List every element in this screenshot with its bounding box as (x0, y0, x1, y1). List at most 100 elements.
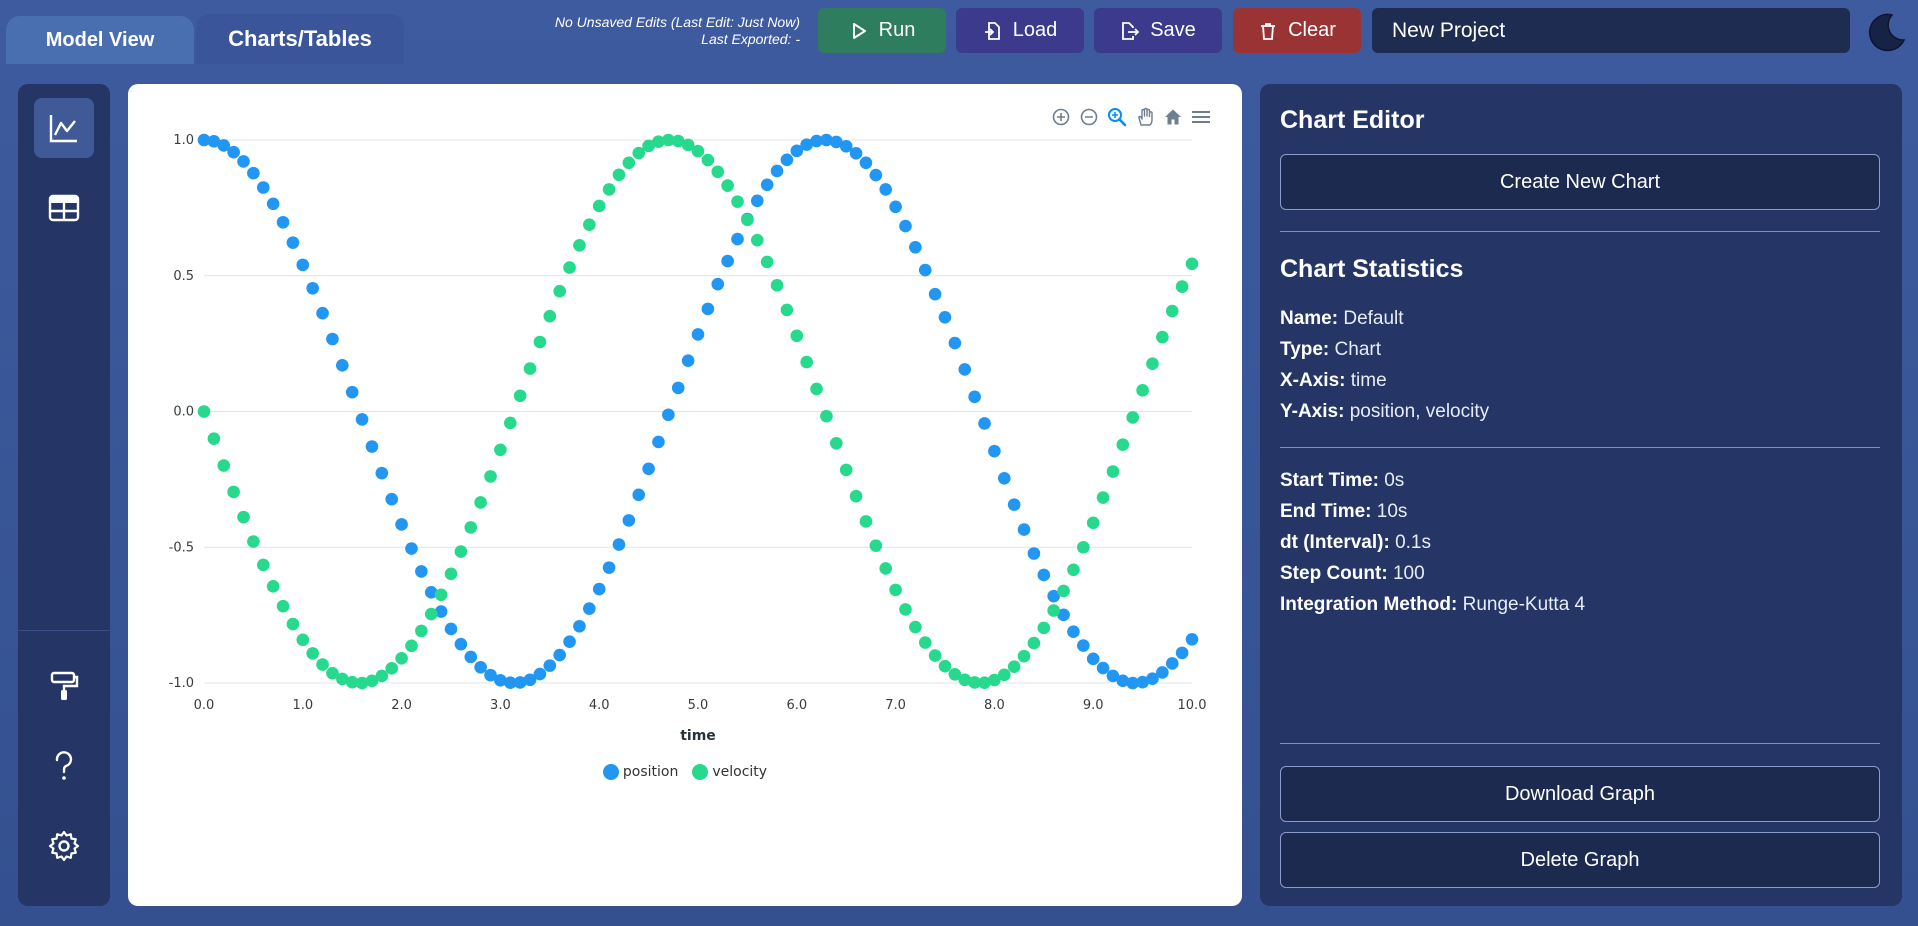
data-point-velocity[interactable] (1126, 411, 1140, 424)
data-point-position[interactable] (1116, 674, 1130, 688)
data-point-velocity[interactable] (681, 138, 695, 152)
save-button[interactable]: Save (1094, 8, 1222, 53)
data-point-velocity[interactable] (405, 639, 418, 653)
data-point-velocity[interactable] (345, 675, 359, 689)
data-point-velocity[interactable] (1165, 304, 1179, 318)
data-point-position[interactable] (1175, 646, 1189, 660)
data-point-position[interactable] (859, 156, 873, 170)
data-point-position[interactable] (760, 178, 774, 192)
data-point-position[interactable] (918, 263, 932, 277)
data-point-position[interactable] (839, 139, 853, 153)
data-point-position[interactable] (266, 197, 280, 211)
data-point-position[interactable] (207, 135, 221, 148)
data-point-velocity[interactable] (355, 676, 369, 690)
zoom-select-icon[interactable] (1106, 106, 1128, 128)
data-point-velocity[interactable] (1067, 563, 1080, 577)
data-point-velocity[interactable] (869, 539, 883, 552)
data-point-position[interactable] (701, 302, 715, 316)
data-point-velocity[interactable] (652, 135, 665, 148)
create-new-chart-button[interactable]: Create New Chart (1280, 154, 1880, 210)
data-point-position[interactable] (632, 488, 646, 502)
legend-item-velocity[interactable]: velocity (692, 764, 767, 780)
data-point-position[interactable] (583, 602, 596, 615)
data-point-position[interactable] (553, 648, 566, 662)
sidebar-item-settings[interactable] (34, 816, 94, 876)
sidebar-item-tables[interactable] (34, 178, 94, 238)
data-point-velocity[interactable] (494, 443, 507, 457)
delete-graph-button[interactable]: Delete Graph (1280, 832, 1880, 888)
data-point-position[interactable] (602, 561, 616, 574)
download-graph-button[interactable]: Download Graph (1280, 766, 1880, 822)
data-point-velocity[interactable] (513, 389, 527, 403)
data-point-position[interactable] (1057, 608, 1070, 622)
data-point-velocity[interactable] (503, 416, 517, 430)
data-point-velocity[interactable] (632, 146, 646, 160)
data-point-velocity[interactable] (958, 673, 972, 687)
data-point-position[interactable] (1106, 669, 1120, 683)
data-point-velocity[interactable] (938, 659, 952, 673)
data-point-position[interactable] (1027, 547, 1041, 560)
data-point-position[interactable] (750, 194, 764, 208)
data-point-velocity[interactable] (197, 405, 211, 418)
data-point-position[interactable] (543, 659, 557, 672)
data-point-position[interactable] (968, 390, 981, 404)
data-point-position[interactable] (1067, 625, 1080, 638)
sidebar-item-style[interactable] (34, 656, 94, 716)
data-point-velocity[interactable] (711, 165, 725, 179)
data-point-position[interactable] (533, 667, 547, 681)
tab-charts-tables[interactable]: Charts/Tables (196, 14, 404, 64)
data-point-position[interactable] (464, 650, 478, 664)
run-button[interactable]: Run (818, 8, 946, 53)
data-point-velocity[interactable] (1116, 438, 1130, 451)
data-point-velocity[interactable] (948, 668, 962, 681)
data-point-velocity[interactable] (464, 521, 478, 534)
moon-icon[interactable] (1864, 10, 1908, 54)
zoom-in-icon[interactable] (1050, 106, 1072, 128)
data-point-position[interactable] (286, 236, 300, 249)
zoom-out-icon[interactable] (1078, 106, 1100, 128)
data-point-position[interactable] (444, 622, 458, 636)
data-point-position[interactable] (345, 385, 359, 399)
data-point-velocity[interactable] (1156, 330, 1169, 344)
data-point-position[interactable] (958, 363, 972, 376)
data-point-velocity[interactable] (543, 309, 557, 323)
data-point-velocity[interactable] (1037, 621, 1051, 635)
data-point-velocity[interactable] (533, 335, 547, 349)
data-point-position[interactable] (474, 660, 487, 674)
data-point-position[interactable] (296, 258, 310, 272)
data-point-velocity[interactable] (1077, 540, 1090, 554)
data-point-velocity[interactable] (928, 649, 942, 662)
data-point-velocity[interactable] (671, 134, 685, 148)
data-point-position[interactable] (681, 354, 695, 368)
data-point-velocity[interactable] (612, 168, 626, 182)
data-point-velocity[interactable] (839, 463, 853, 477)
data-point-velocity[interactable] (336, 672, 349, 686)
data-point-velocity[interactable] (227, 485, 240, 499)
data-point-position[interactable] (780, 153, 794, 167)
data-point-velocity[interactable] (760, 255, 774, 269)
data-point-velocity[interactable] (1047, 604, 1060, 617)
data-point-velocity[interactable] (415, 624, 428, 638)
data-point-velocity[interactable] (326, 666, 339, 680)
data-point-position[interactable] (731, 232, 744, 246)
data-point-velocity[interactable] (820, 409, 833, 423)
data-point-velocity[interactable] (1086, 516, 1100, 530)
data-point-position[interactable] (424, 586, 438, 599)
data-point-velocity[interactable] (1136, 384, 1149, 397)
data-point-velocity[interactable] (899, 603, 912, 616)
sidebar-item-charts[interactable] (34, 98, 94, 158)
data-point-velocity[interactable] (1185, 257, 1199, 271)
data-point-position[interactable] (997, 471, 1011, 485)
data-point-velocity[interactable] (750, 233, 764, 247)
data-point-velocity[interactable] (296, 633, 310, 647)
data-point-velocity[interactable] (691, 144, 705, 158)
data-point-velocity[interactable] (978, 676, 991, 690)
data-point-velocity[interactable] (484, 470, 497, 483)
data-point-position[interactable] (1156, 666, 1169, 679)
data-point-position[interactable] (810, 134, 823, 148)
data-point-position[interactable] (830, 135, 843, 149)
data-point-position[interactable] (721, 254, 734, 268)
data-point-position[interactable] (1096, 661, 1110, 675)
data-point-position[interactable] (405, 542, 418, 555)
data-point-velocity[interactable] (316, 658, 329, 671)
